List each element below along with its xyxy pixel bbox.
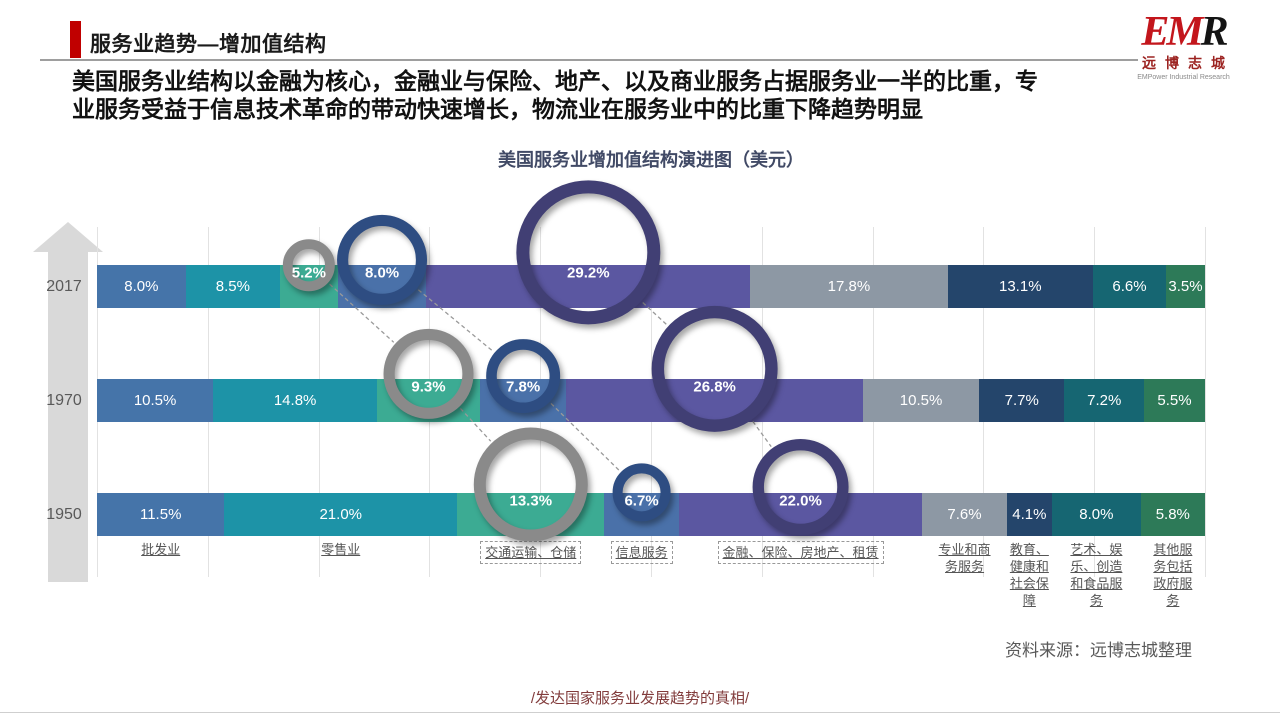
category-label: 批发业: [97, 541, 224, 558]
category-label: 金融、保险、房地产、租赁: [679, 541, 923, 564]
segment-value-label: 8.5%: [215, 278, 250, 295]
bar-segment: [566, 379, 863, 422]
segment-value-label: 7.2%: [1087, 392, 1122, 409]
segment-value-label: 6.6%: [1112, 278, 1147, 295]
category-label-text: 交通运输、仓储: [480, 541, 582, 564]
category-label-text: 信息服务: [610, 541, 673, 564]
bar-segment: [337, 265, 427, 308]
bar-segment: [279, 265, 338, 308]
category-label: 专业和商务服务: [922, 541, 1006, 575]
bar-segment: 21.0%: [224, 493, 458, 536]
bar-segment: [678, 493, 923, 536]
time-arrow-shaft: [48, 250, 88, 582]
bar-row-1970: 10.5% 14.8% 10.5% 7.7% 7.2% 5.5%: [97, 379, 1205, 422]
bar-segment: 8.0%: [1052, 493, 1141, 536]
year-label: 1950: [46, 505, 82, 523]
category-label-text: 其他服务包括政府服务: [1153, 542, 1193, 608]
key-message: 美国服务业结构以金融为核心，金融业与保险、地产、以及商业服务占据服务业一半的比重…: [72, 68, 1038, 122]
segment-value-label: 13.1%: [999, 278, 1042, 295]
category-label-text: 艺术、娱乐、创造和食品服务: [1070, 542, 1123, 608]
bar-segment: [604, 493, 679, 536]
bar-segment: 17.8%: [750, 265, 948, 308]
logo-wordmark: EMR: [1133, 9, 1234, 55]
segment-value-label: 4.1%: [1012, 506, 1047, 523]
bar-segment: 14.8%: [213, 379, 378, 422]
segment-value-label: 10.5%: [133, 392, 177, 409]
category-label-text: 零售业: [321, 542, 361, 557]
chart-title: 美国服务业增加值结构演进图（美元）: [498, 150, 804, 170]
category-label: 零售业: [224, 541, 457, 558]
category-label-text: 教育、健康和社会保障: [1009, 542, 1049, 608]
category-label: 其他服务包括政府服务: [1141, 541, 1205, 609]
category-label-text: 专业和商务服务: [938, 542, 991, 574]
segment-value-label: 8.0%: [1079, 506, 1114, 523]
bar-segment: 10.5%: [97, 379, 214, 422]
logo-letter-r: R: [1200, 9, 1229, 55]
bar-segment: 6.6%: [1092, 265, 1167, 308]
title-accent-bar: [70, 21, 81, 58]
source-note: 资料来源：远博志城整理: [1005, 641, 1192, 660]
bar-segment: 11.5%: [97, 493, 225, 536]
bar-segment: 13.1%: [947, 265, 1093, 308]
bar-segment: 7.7%: [979, 379, 1065, 422]
footer-caption: /发达国家服务业发展趋势的真相/: [530, 690, 750, 707]
bar-row-1950: 11.5% 21.0% 7.6% 4.1% 8.0% 5.8%: [97, 493, 1205, 536]
bar-segment: 7.6%: [922, 493, 1007, 536]
bar-segment: 8.5%: [185, 265, 280, 308]
segment-value-label: 14.8%: [273, 392, 317, 409]
year-label: 2017: [46, 277, 82, 295]
header-divider: [40, 59, 1138, 61]
bar-segment: 5.5%: [1144, 379, 1205, 422]
segment-value-label: 17.8%: [827, 278, 871, 295]
company-logo: EMR 远博志城 EMPower Industrial Research: [1133, 9, 1234, 81]
segment-value-label: 7.6%: [947, 506, 982, 523]
segment-value-label: 5.8%: [1155, 506, 1190, 523]
bar-segment: 10.5%: [862, 379, 980, 422]
bar-segment: 7.2%: [1064, 379, 1145, 422]
category-label: 交通运输、仓储: [457, 541, 604, 564]
gridline: [1205, 227, 1206, 577]
logo-letters-em: EM: [1141, 9, 1203, 55]
bar-segment: [426, 265, 751, 308]
category-label: 艺术、娱乐、创造和食品服务: [1052, 541, 1141, 609]
bar-segment: [377, 379, 480, 422]
segment-value-label: 11.5%: [139, 506, 182, 523]
category-label-text: 批发业: [141, 542, 181, 557]
time-arrow-head: [33, 222, 103, 252]
segment-value-label: 21.0%: [319, 506, 363, 523]
bar-segment: [479, 379, 567, 422]
logo-chinese-name: 远博志城: [1142, 55, 1234, 71]
slide-bottom-border: [0, 712, 1280, 713]
bar-row-2017: 8.0% 8.5% 17.8% 13.1% 6.6% 3.5%: [97, 265, 1205, 308]
category-label-text: 金融、保险、房地产、租赁: [717, 541, 884, 564]
segment-value-label: 8.0%: [124, 278, 159, 295]
bar-segment: [457, 493, 605, 536]
bar-segment: 5.8%: [1140, 493, 1205, 536]
bar-segment: 3.5%: [1166, 265, 1205, 308]
segment-value-label: 7.7%: [1004, 392, 1039, 409]
logo-english-name: EMPower Industrial Research: [1137, 74, 1230, 81]
page-title: 服务业趋势—增加值结构: [90, 33, 327, 56]
category-label: 信息服务: [604, 541, 678, 564]
category-label: 教育、健康和社会保障: [1007, 541, 1052, 609]
year-label: 1970: [46, 391, 82, 409]
segment-value-label: 10.5%: [899, 392, 943, 409]
bar-segment: 4.1%: [1006, 493, 1053, 536]
segment-value-label: 5.5%: [1157, 392, 1192, 409]
bar-segment: 8.0%: [97, 265, 186, 308]
segment-value-label: 3.5%: [1168, 278, 1203, 295]
